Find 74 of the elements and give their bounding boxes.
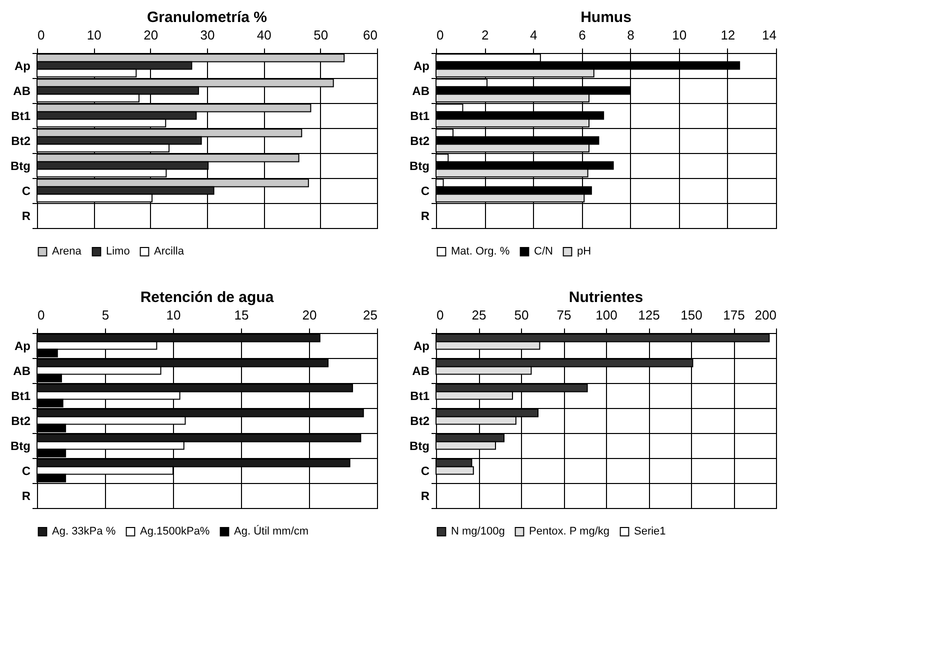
y-tick-label: Btg — [410, 159, 430, 173]
x-tick-label: 0 — [38, 308, 45, 322]
legend-label: pH — [577, 246, 592, 258]
y-tick-label: Ap — [414, 339, 430, 353]
chart-title: Retención de agua — [140, 289, 274, 306]
x-tick-label: 25 — [472, 308, 486, 322]
y-tick-label: C — [22, 184, 31, 198]
x-tick-label: 10 — [86, 28, 102, 42]
y-tick-label: AB — [412, 84, 430, 98]
y-tick-label: Bt1 — [11, 389, 31, 403]
x-tick-label: 0 — [38, 28, 45, 42]
x-tick-label: 2 — [481, 28, 489, 42]
legend-label: Arcilla — [154, 246, 185, 258]
legend-label: Arena — [52, 246, 82, 258]
y-tick-label: Btg — [10, 439, 30, 453]
y-tick-label: C — [420, 184, 430, 198]
legend-label: Ag.1500kPa% — [140, 526, 210, 538]
y-tick-label: Bt2 — [410, 134, 430, 148]
chart-title: Granulometría % — [146, 9, 268, 26]
x-tick-label: 200 — [754, 308, 776, 322]
y-tick-label: Ap — [14, 59, 30, 73]
x-tick-label: 12 — [720, 28, 736, 42]
x-tick-label: 150 — [680, 308, 702, 322]
x-tick-label: 25 — [363, 308, 378, 322]
y-tick-label: R — [22, 489, 31, 503]
legend-label: N mg/100g — [451, 526, 505, 538]
legend-label: Ag. 33kPa % — [52, 526, 116, 538]
x-tick-label: 14 — [762, 28, 776, 42]
x-tick-label: 8 — [627, 28, 634, 42]
x-tick-label: 10 — [672, 28, 687, 42]
x-tick-label: 100 — [596, 308, 618, 322]
y-tick-label: AB — [13, 364, 31, 378]
y-tick-label: Bt1 — [410, 109, 430, 123]
x-tick-label: 20 — [302, 308, 317, 322]
legend-label: Ag. Útil mm/cm — [234, 524, 309, 538]
chart-title: Nutrientes — [568, 289, 644, 306]
y-tick-label: Bt2 — [410, 414, 430, 428]
x-tick-label: 15 — [234, 308, 249, 322]
legend-label: Mat. Org. % — [451, 246, 510, 258]
y-tick-label: Bt1 — [11, 109, 31, 123]
y-tick-label: Bt2 — [11, 414, 31, 428]
y-tick-label: Bt2 — [11, 134, 31, 148]
x-tick-label: 0 — [436, 308, 444, 322]
legend-label: Serie1 — [634, 526, 666, 538]
y-tick-label: C — [420, 464, 430, 478]
y-tick-label: R — [22, 209, 31, 223]
legend-label: Limo — [106, 246, 130, 258]
y-tick-label: Ap — [414, 59, 430, 73]
x-tick-label: 75 — [556, 308, 572, 322]
y-tick-label: AB — [13, 84, 31, 98]
x-tick-label: 60 — [363, 28, 378, 42]
x-tick-label: 20 — [144, 28, 158, 42]
y-tick-label: Btg — [410, 439, 430, 453]
legend-label: Pentox. P mg/kg — [529, 526, 610, 538]
y-tick-label: Bt1 — [410, 389, 430, 403]
x-tick-label: 175 — [723, 308, 745, 322]
x-tick-label: 0 — [436, 28, 444, 42]
x-tick-label: 50 — [514, 308, 529, 322]
y-tick-label: AB — [412, 364, 430, 378]
y-tick-label: R — [420, 209, 430, 223]
legend-label: C/N — [534, 246, 553, 258]
y-tick-label: Ap — [14, 339, 30, 353]
x-tick-label: 10 — [166, 308, 181, 322]
chart-title: Humus — [580, 9, 632, 26]
y-tick-label: R — [420, 489, 430, 503]
y-tick-label: C — [22, 464, 31, 478]
y-tick-label: Btg — [10, 159, 30, 173]
x-tick-label: 5 — [102, 308, 110, 322]
x-tick-label: 50 — [314, 28, 328, 42]
x-tick-label: 30 — [200, 28, 215, 42]
x-tick-label: 40 — [256, 28, 272, 42]
x-tick-label: 4 — [530, 28, 538, 42]
x-tick-label: 6 — [578, 28, 586, 42]
x-tick-label: 125 — [638, 308, 660, 322]
